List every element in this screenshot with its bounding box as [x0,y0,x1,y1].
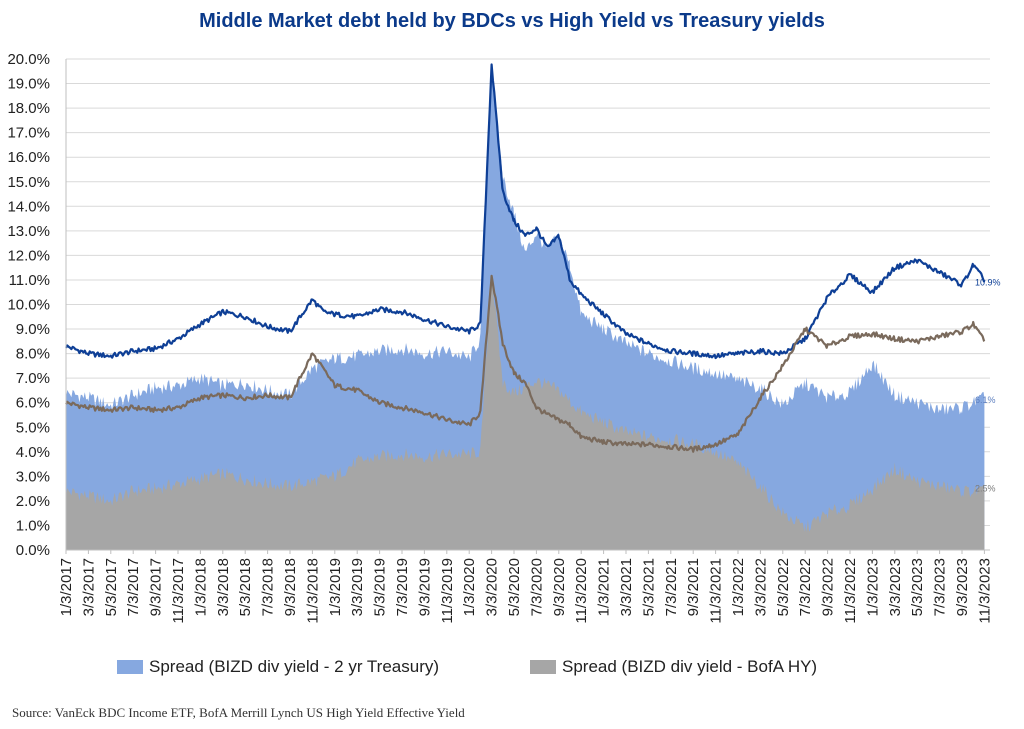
x-tick-label: 3/3/2017 [80,558,97,616]
y-tick-label: 11.0% [9,272,50,289]
y-tick-label: 10.0% [7,297,50,314]
x-tick-label: 9/3/2018 [282,558,299,616]
legend-item-hy-spread: Spread (BIZD div yield - BofA HY) [530,657,817,677]
y-tick-label: 19.0% [7,76,50,93]
y-tick-label: 0.0% [16,542,50,559]
legend-item-treasury-spread: Spread (BIZD div yield - 2 yr Treasury) [117,657,439,677]
y-tick-label: 12.0% [7,247,50,264]
x-tick-label: 5/3/2023 [909,558,926,616]
x-tick-label: 5/3/2017 [103,558,120,616]
x-tick-label: 1/3/2018 [192,558,209,616]
y-tick-label: 15.0% [7,174,50,191]
line-series-2 [65,63,986,360]
x-tick-labels: 1/3/2017 3/3/2017 5/3/2017 7/3/2017 9/3/2017… [58,558,993,624]
y-tick-label: 20.0% [7,51,50,68]
x-tick-label: 9/3/2023 [954,558,971,616]
y-tick-label: 17.0% [7,125,50,142]
x-tick-label: 3/3/2022 [752,558,769,616]
x-tick-label: 3/3/2020 [484,558,501,616]
x-tick-label: 1/3/2022 [730,558,747,616]
x-tick-label: 9/3/2021 [685,558,702,616]
x-tick-label: 5/3/2022 [775,558,792,616]
x-tick-label: 7/3/2020 [528,558,545,616]
y-tick-label: 16.0% [7,149,50,166]
x-tick-label: 3/3/2021 [618,558,635,616]
x-tick-label: 5/3/2020 [506,558,523,616]
x-tick-label: 3/3/2023 [887,558,904,616]
x-tick-label: 11/3/2021 [708,558,725,624]
x-tick-label: 7/3/2017 [125,558,142,616]
x-tick-label: 1/3/2021 [596,558,613,616]
x-tick-label: 7/3/2021 [663,558,680,616]
x-tick-label: 11/3/2023 [976,558,993,624]
x-tick-label: 9/3/2022 [820,558,837,616]
y-tick-label: 6.0% [16,395,50,412]
x-tick-label: 1/3/2017 [58,558,75,616]
y-tick-label: 7.0% [16,370,50,387]
y-tick-label: 3.0% [16,468,50,485]
x-tick-label: 1/3/2023 [864,558,881,616]
area-series-1 [66,277,985,550]
x-tick-label: 1/3/2020 [461,558,478,616]
area-series [66,71,985,550]
y-tick-label: 13.0% [7,223,50,240]
end-label: 2.5% [975,484,996,494]
x-tick-label: 7/3/2023 [932,558,949,616]
x-tick-label: 11/3/2017 [170,558,187,624]
source-note: Source: VanEck BDC Income ETF, BofA Merr… [12,705,465,720]
legend-swatch-treasury-spread [117,660,143,674]
y-tick-label: 8.0% [16,346,50,363]
x-tick-label: 1/3/2019 [327,558,344,616]
chart-title: Middle Market debt held by BDCs vs High … [199,10,825,32]
y-tick-label: 9.0% [16,321,50,338]
y-tick-label: 18.0% [7,100,50,117]
x-tick-label: 5/3/2018 [237,558,254,616]
x-tick-label: 7/3/2022 [797,558,814,616]
x-tick-label: 11/3/2020 [573,558,590,624]
area-series-0 [66,71,985,550]
x-tick-label: 5/3/2019 [372,558,389,616]
end-label: 10.9% [975,277,1001,287]
end-labels: 10.9% 6.1% 2.5% [975,277,1001,493]
y-tick-label: 4.0% [16,444,50,461]
axes [65,59,990,554]
x-tick-label: 3/3/2018 [215,558,232,616]
x-tick-label: 5/3/2021 [640,558,657,616]
x-tick-label: 11/3/2019 [439,558,456,624]
x-tick-label: 9/3/2019 [416,558,433,616]
legend-label-treasury-spread: Spread (BIZD div yield - 2 yr Treasury) [149,657,440,676]
x-tick-label: 11/3/2022 [842,558,859,624]
line-series-3 [65,274,986,453]
x-tick-label: 3/3/2019 [349,558,366,616]
y-tick-label: 1.0% [16,517,50,534]
end-label: 6.1% [975,395,996,405]
x-tick-label: 9/3/2020 [551,558,568,616]
y-tick-labels: 0.0% 1.0% 2.0% 3.0% 4.0% 5.0% 6.0% 7.0% 8.0% 9.0%… [7,51,50,559]
legend-label-hy-spread: Spread (BIZD div yield - BofA HY) [562,657,818,676]
y-tick-label: 5.0% [16,419,50,436]
x-tick-label: 7/3/2019 [394,558,411,616]
legend: Spread (BIZD div yield - 2 yr Treasury) … [117,657,997,681]
x-tick-label: 9/3/2017 [148,558,165,616]
x-tick-label: 11/3/2018 [304,558,321,624]
y-tick-label: 14.0% [7,198,50,215]
x-tick-label: 7/3/2018 [260,558,277,616]
y-tick-label: 2.0% [16,493,50,510]
legend-swatch-hy-spread [530,660,556,674]
line-series [65,63,986,453]
